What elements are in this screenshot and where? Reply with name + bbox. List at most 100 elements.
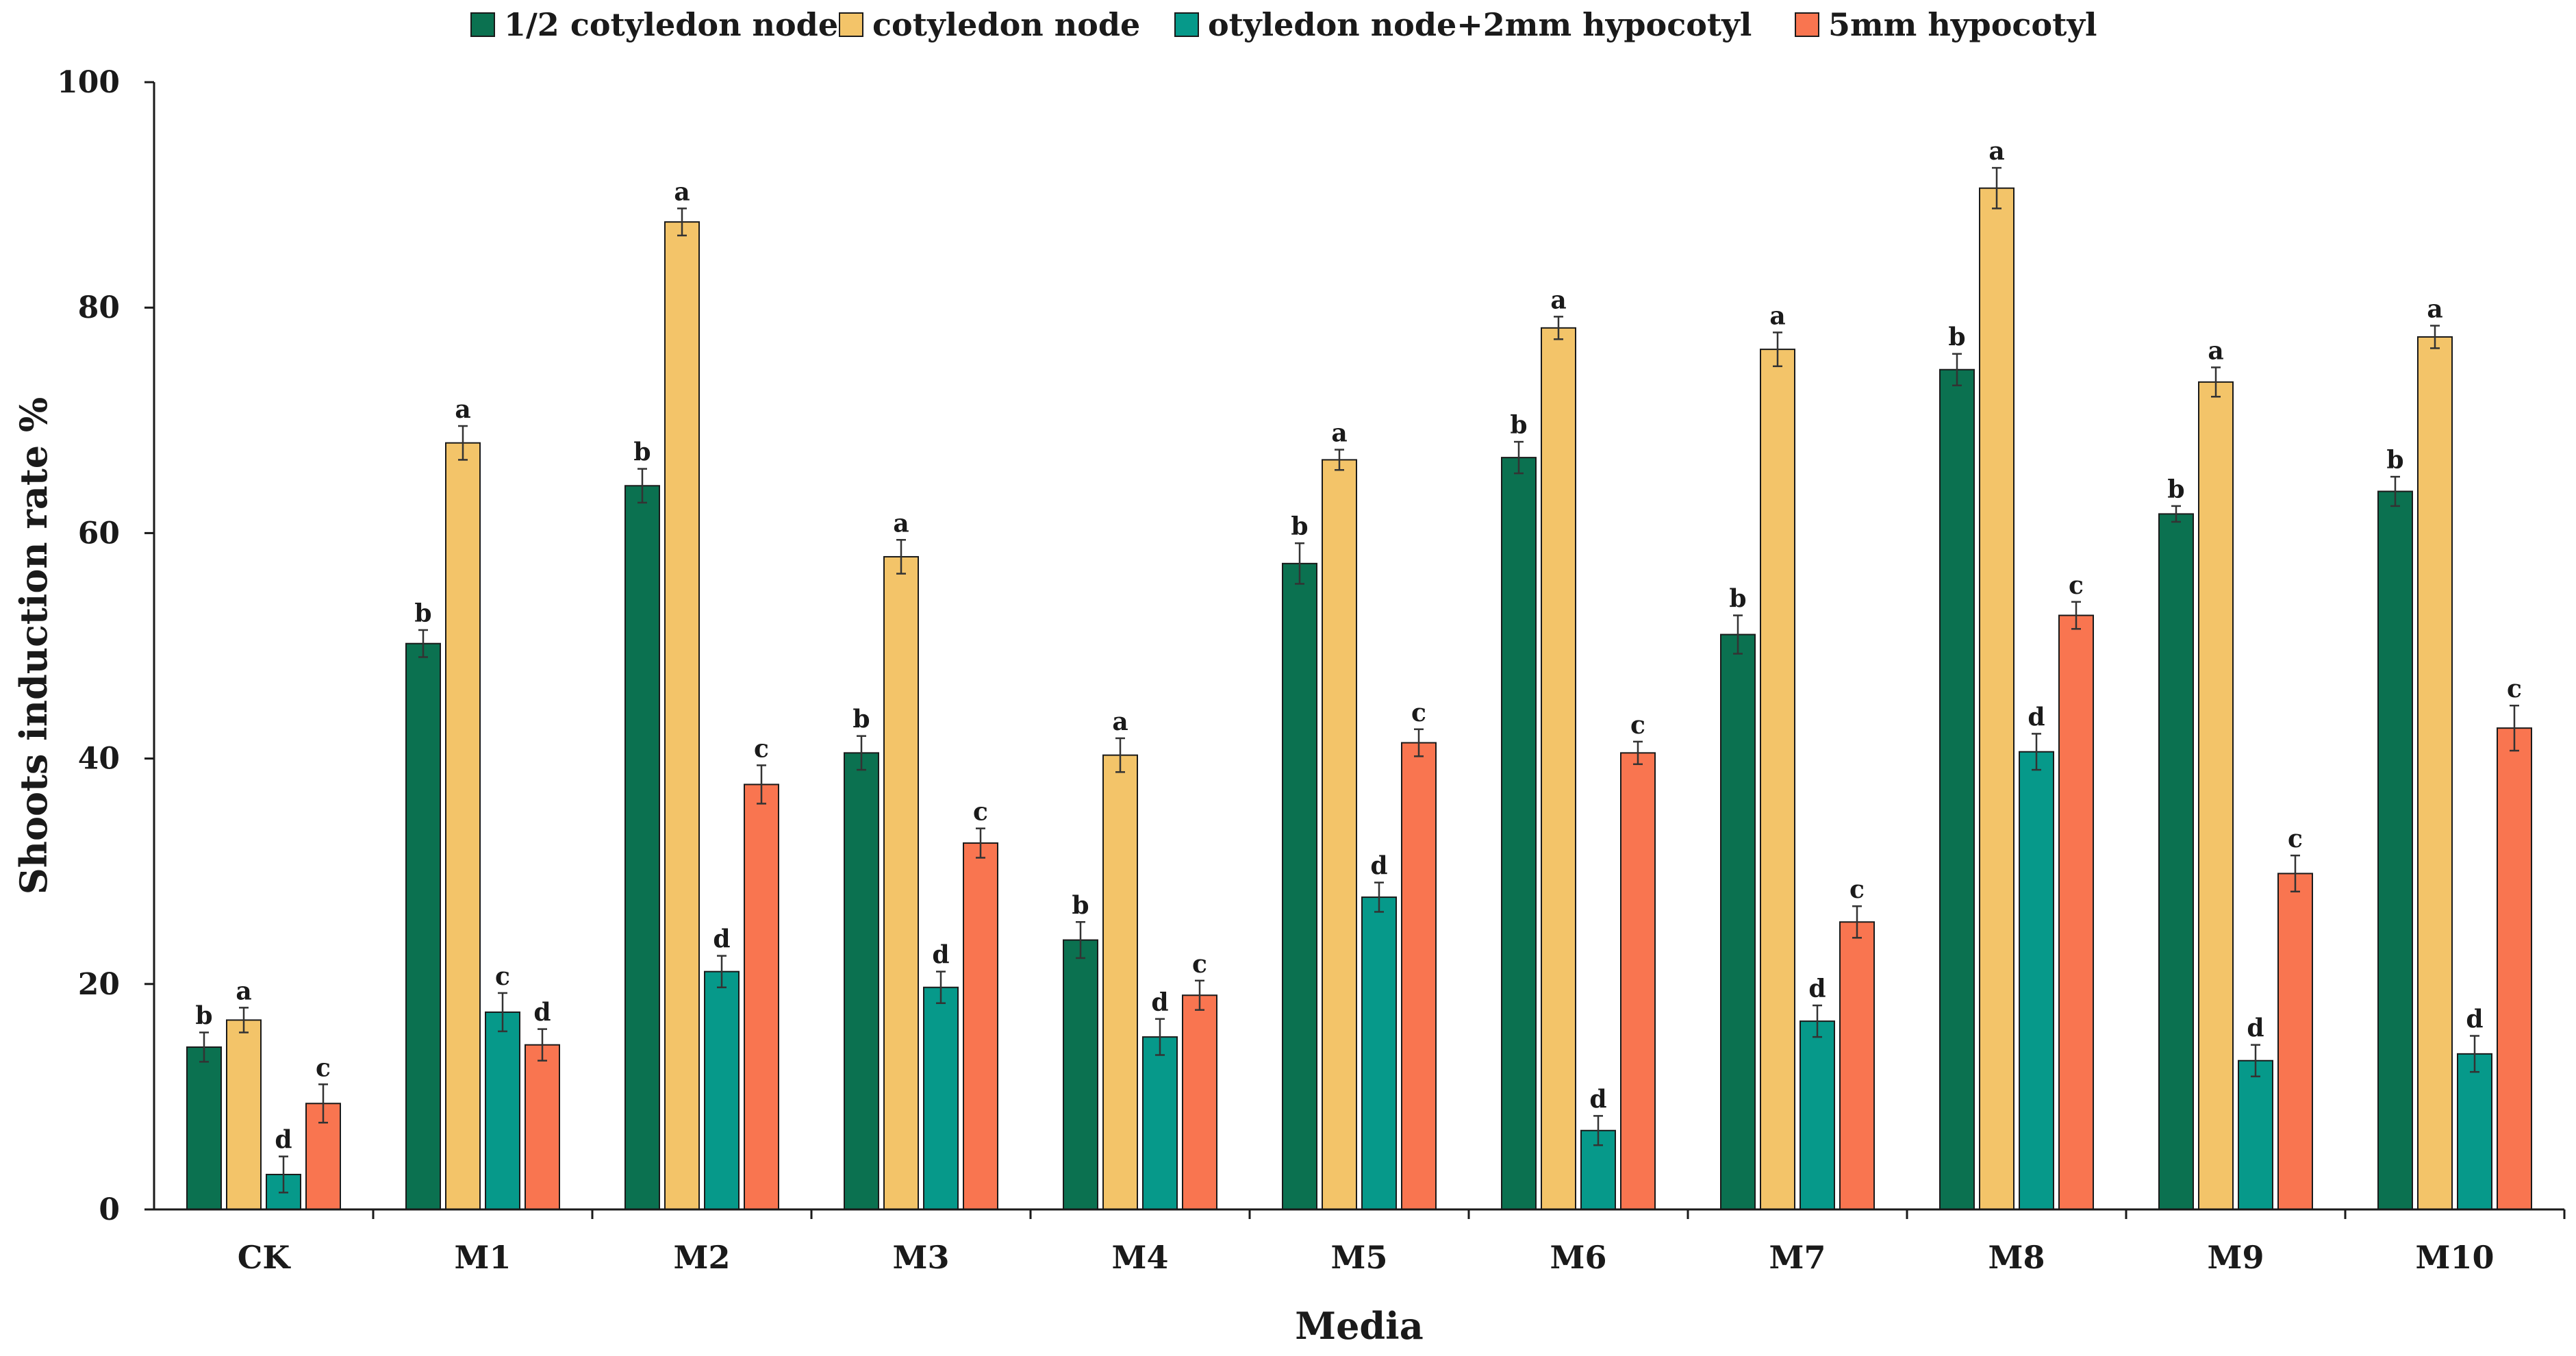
bar-M3-series-1	[883, 555, 919, 1210]
significance-letter-M8-series-0: b	[1948, 323, 1965, 352]
significance-letter-M1-series-0: b	[414, 599, 431, 628]
y-axis-title: Shoots induction rate %	[12, 397, 55, 895]
bar-M3-series-3	[963, 842, 998, 1211]
significance-letter-M8-series-3: c	[2069, 571, 2084, 600]
y-tick-label-2: 40	[78, 742, 120, 777]
significance-letter-M7-series-2: d	[1808, 975, 1826, 1003]
legend-label-2: otyledon node+2mm hypocotyl	[1208, 6, 1752, 43]
bar-M3-series-2	[923, 986, 959, 1211]
x-category-label-M9: M9	[2208, 1239, 2264, 1276]
bar-M10-series-1	[2417, 336, 2453, 1211]
significance-letter-CK-series-3: c	[316, 1053, 331, 1082]
bar-M1-series-2	[485, 1011, 520, 1210]
bar-M5-series-1	[1322, 459, 1357, 1210]
bar-CK-series-1	[226, 1019, 262, 1211]
bar-M1-series-1	[445, 442, 481, 1210]
x-category-label-CK: CK	[238, 1239, 292, 1276]
significance-letter-M6-series-3: c	[1630, 711, 1645, 740]
bar-M1-series-3	[525, 1044, 560, 1210]
significance-letter-M2-series-1: a	[674, 177, 690, 206]
significance-letter-M3-series-3: c	[973, 798, 988, 827]
significance-letter-M7-series-1: a	[1769, 301, 1785, 330]
x-category-label-M1: M1	[455, 1239, 512, 1276]
significance-letter-M10-series-1: a	[2427, 295, 2442, 324]
bar-CK-series-0	[186, 1046, 222, 1210]
x-category-label-M5: M5	[1331, 1239, 1388, 1276]
y-tick-label-1: 20	[78, 967, 120, 1002]
legend-label-0: 1/2 cotyledon node	[504, 6, 838, 43]
bar-M7-series-0	[1720, 633, 1756, 1210]
bar-M7-series-3	[1839, 921, 1875, 1211]
y-tick-label-3: 60	[78, 516, 120, 551]
significance-letter-M3-series-1: a	[893, 509, 909, 538]
bar-M6-series-3	[1620, 752, 1656, 1210]
bar-M5-series-2	[1361, 896, 1397, 1210]
significance-letter-M1-series-2: c	[495, 962, 510, 991]
legend-swatch-3	[1795, 12, 1819, 37]
bar-M9-series-2	[2238, 1059, 2273, 1211]
bar-M2-series-3	[744, 783, 779, 1210]
bar-M6-series-1	[1541, 327, 1576, 1210]
significance-letter-M8-series-2: d	[2028, 703, 2045, 731]
bar-M4-series-1	[1102, 754, 1138, 1210]
significance-letter-M7-series-0: b	[1729, 585, 1746, 614]
y-axis-ticks: 0 20 40 60 80 100	[57, 65, 154, 1227]
bar-M9-series-1	[2198, 381, 2234, 1210]
legend-swatch-1	[839, 12, 863, 37]
significance-letter-M4-series-1: a	[1112, 707, 1128, 736]
significance-letter-M9-series-1: a	[2208, 336, 2223, 365]
significance-letter-M2-series-0: b	[633, 438, 651, 467]
legend-swatch-2	[1174, 12, 1199, 37]
significance-letter-M5-series-1: a	[1331, 419, 1347, 448]
bar-M7-series-2	[1800, 1020, 1835, 1211]
significance-letter-M3-series-2: d	[932, 941, 949, 970]
significance-letter-CK-series-2: d	[275, 1126, 292, 1155]
legend-swatch-0	[470, 12, 495, 37]
significance-letter-M5-series-2: d	[1370, 852, 1387, 881]
x-category-label-M3: M3	[893, 1239, 950, 1276]
y-tick-label-0: 0	[99, 1192, 120, 1227]
x-category-label-M8: M8	[1988, 1239, 2045, 1276]
bar-M6-series-0	[1501, 457, 1537, 1210]
bar-M3-series-0	[844, 752, 879, 1210]
bar-M4-series-0	[1063, 939, 1098, 1210]
significance-letter-M10-series-0: b	[2386, 446, 2403, 475]
legend: 1/2 cotyledon node cotyledon node otyled…	[470, 6, 2097, 43]
significance-letter-M3-series-0: b	[853, 705, 870, 734]
bar-M4-series-3	[1182, 994, 1217, 1210]
bar-M4-series-2	[1142, 1036, 1178, 1210]
x-category-label-M6: M6	[1550, 1239, 1607, 1276]
bar-M10-series-0	[2377, 490, 2413, 1210]
significance-letter-M7-series-3: c	[1849, 875, 1865, 904]
significance-letter-M5-series-0: b	[1291, 512, 1308, 541]
bar-M5-series-0	[1282, 562, 1317, 1210]
y-tick-label-4: 80	[78, 290, 120, 325]
bar-M2-series-1	[664, 221, 700, 1210]
bar-M8-series-0	[1939, 368, 1975, 1210]
bar-M9-series-0	[2158, 513, 2194, 1210]
x-axis-categories: CK M1 M2 M3 M4 M5 M6 M7 M8 M9 M10	[238, 1209, 2566, 1276]
significance-letter-M6-series-1: a	[1550, 286, 1566, 314]
significance-letter-M1-series-1: a	[455, 395, 470, 424]
legend-label-3: 5mm hypocotyl	[1828, 6, 2097, 43]
significance-letter-M8-series-1: a	[1988, 137, 2004, 166]
significance-letter-M9-series-2: d	[2247, 1014, 2264, 1043]
significance-letter-M6-series-2: d	[1589, 1085, 1606, 1114]
x-category-label-M2: M2	[674, 1239, 731, 1276]
x-axis-title: Media	[1295, 1304, 1423, 1348]
bar-M8-series-2	[2019, 751, 2054, 1210]
x-category-label-M4: M4	[1112, 1239, 1169, 1276]
bar-M1-series-0	[405, 642, 441, 1210]
significance-letter-M6-series-0: b	[1510, 411, 1527, 440]
bar-M5-series-3	[1401, 742, 1437, 1210]
bar-M9-series-3	[2277, 872, 2313, 1210]
significance-letter-M9-series-0: b	[2167, 475, 2184, 504]
significance-letter-CK-series-0: b	[195, 1002, 212, 1031]
significance-letter-M5-series-3: c	[1411, 699, 1426, 727]
significance-letter-M10-series-3: c	[2507, 675, 2522, 703]
plot-area: badcbacdbadcbadcbadcbadcbadcbadcbadcbadc…	[186, 137, 2532, 1211]
x-category-label-M7: M7	[1769, 1239, 1826, 1276]
bar-M7-series-1	[1760, 349, 1795, 1210]
y-tick-label-5: 100	[57, 65, 120, 100]
significance-letter-CK-series-1: a	[236, 977, 251, 1005]
